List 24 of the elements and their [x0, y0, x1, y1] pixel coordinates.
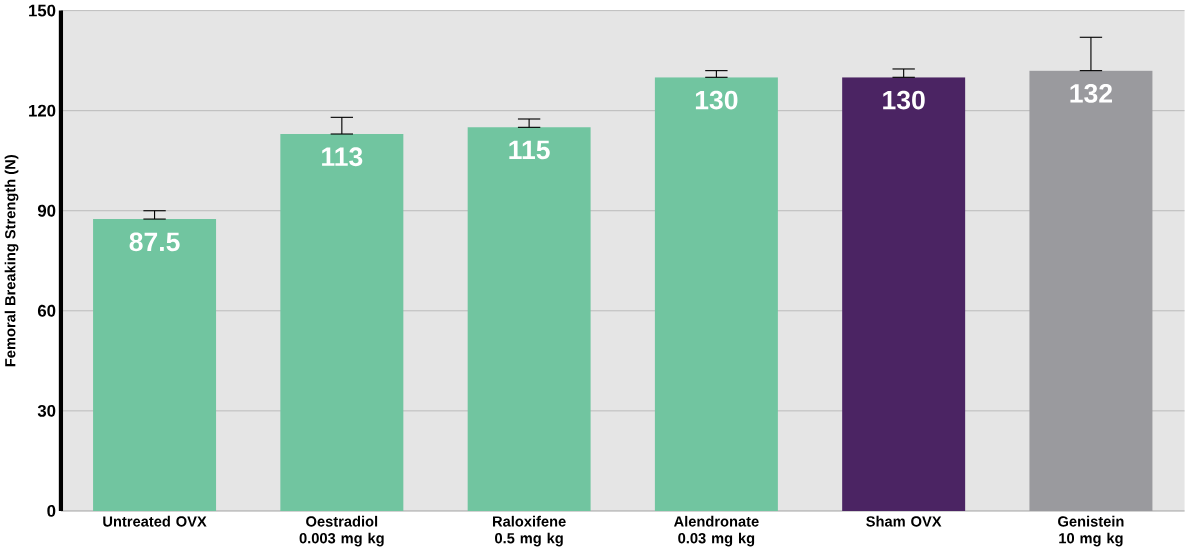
data-label: 132: [1070, 83, 1113, 103]
x-tick-label: Genistein 10 mg kg: [1058, 515, 1124, 547]
bar: [842, 77, 966, 511]
data-label: 115: [509, 140, 550, 160]
y-tick-label: 150: [29, 4, 56, 17]
bar: [654, 77, 778, 511]
data-label: 130: [695, 90, 738, 110]
y-axis-title: Femoral Breaking Strength (N): [4, 155, 19, 367]
y-tick-label: 90: [37, 204, 56, 217]
bar: [93, 219, 217, 511]
bar: [280, 133, 404, 511]
x-tick-label: Sham OVX: [866, 515, 942, 527]
y-tick-label: 30: [37, 404, 56, 417]
data-label: 113: [322, 147, 363, 167]
bar: [467, 127, 591, 511]
data-label: 87.5: [129, 232, 180, 252]
y-tick-label: 120: [29, 104, 56, 117]
x-tick-label: Raloxifene 0.5 mg kg: [493, 515, 566, 547]
y-tick-label: 60: [37, 304, 56, 317]
x-tick-label: Alendronate 0.03 mg kg: [673, 515, 759, 547]
x-tick-label: Oestradiol 0.003 mg kg: [299, 515, 384, 547]
y-tick-label: 0: [47, 504, 56, 517]
x-tick-label: Untreated OVX: [103, 515, 207, 527]
data-label: 130: [883, 90, 925, 110]
